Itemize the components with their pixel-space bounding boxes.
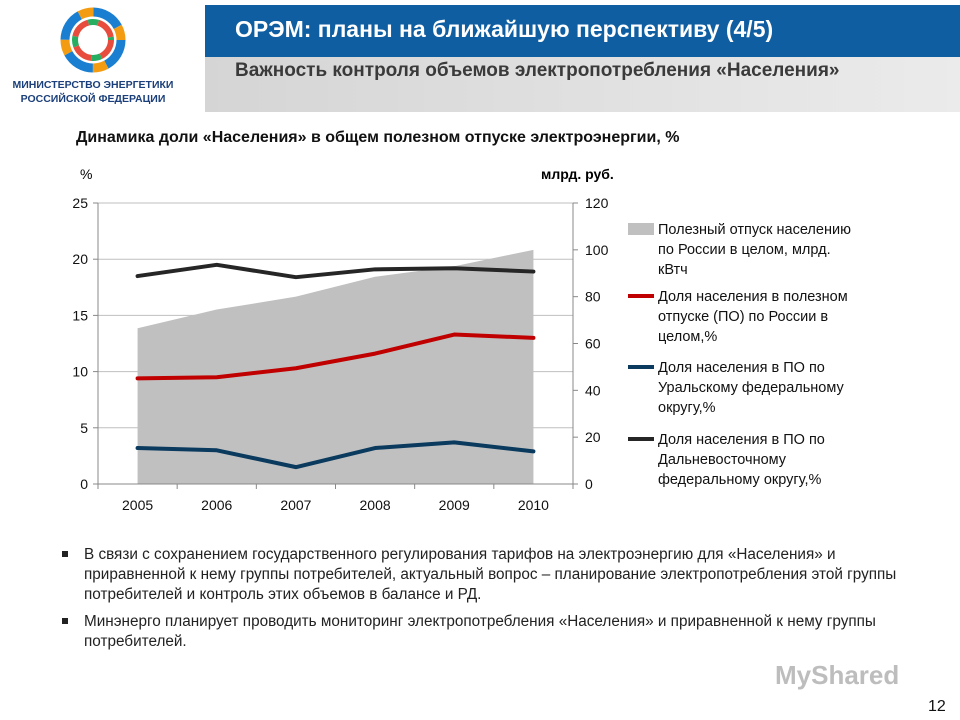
chart-legend: Полезный отпуск населению по России в цел… [628,222,851,488]
y-axis-right-label: млрд. руб. [541,166,614,182]
x-tick-label: 2010 [518,497,549,513]
x-tick-label: 2006 [201,497,232,513]
bullet-item: Минэнерго планирует проводить мониторинг… [62,612,902,652]
legend-text: целом,% [658,329,717,345]
x-tick-label: 2009 [439,497,470,513]
y-left-tick-label: 10 [72,364,88,380]
series-2-point [215,448,219,452]
y-left-tick-label: 15 [72,307,88,323]
legend-text: Доля населения в ПО по [658,360,825,376]
series-2-point [452,440,456,444]
line-chart: % млрд. руб. 0 5 10 15 20 25 0 20 40 60 80 100 120 20… [72,166,851,513]
ministry-name-line2: РОССИЙСКОЙ ФЕДЕРАЦИИ [21,92,166,105]
bullet-list: В связи с сохранением государственного р… [62,545,902,659]
series-3-point [215,263,219,267]
x-tick-label: 2005 [122,497,153,513]
x-tick-label: 2008 [360,497,391,513]
series-1-point [294,366,298,370]
area-series-useful-supply [137,249,534,484]
y-right-tick-label: 40 [585,382,601,398]
series-3-point [373,267,377,271]
ministry-name-line1: МИНИСТЕРСТВО ЭНЕРГЕТИКИ [13,79,174,91]
series-1-point [136,376,140,380]
y-left-tick-label: 0 [80,476,88,492]
plot-area: 0 5 10 15 20 25 0 20 40 60 80 100 120 2005 2006 2007 200… [72,195,608,513]
y-left-tick-label: 5 [80,420,88,436]
subtitle-bar: Важность контроля объемов электропотребл… [205,57,960,112]
legend-text: Доля населения в полезном [658,289,848,305]
legend-swatch-area [628,223,654,235]
y-axis-left-label: % [80,166,92,182]
page-title: ОРЭМ: планы на ближайшую перспективу (4/… [235,16,774,42]
y-right-tick-label: 80 [585,289,601,305]
legend-text: федеральному округу,% [658,472,822,488]
bullet-text: Минэнерго планирует проводить мониторинг… [84,613,876,650]
y-right-tick-label: 0 [585,476,593,492]
title-bar: ОРЭМ: планы на ближайшую перспективу (4/… [205,5,960,57]
series-2-point [373,446,377,450]
y-right-tick-label: 120 [585,195,609,211]
page-number: 12 [928,698,946,715]
series-2-point [294,465,298,469]
series-2-point [136,446,140,450]
legend-text: отпуске (ПО) по России в [658,309,828,325]
series-1-point [373,352,377,356]
series-line-3 [135,262,536,280]
series-3-point [136,274,140,278]
legend-text: Уральскому федеральному [658,380,844,396]
watermark: MyShared [775,660,900,690]
legend-text: Полезный отпуск населению [658,222,851,238]
series-3-point [452,266,456,270]
legend-text: кВтч [658,262,688,278]
y-right-tick-label: 60 [585,336,601,352]
series-1-point [452,333,456,337]
ministry-logo: МИНИСТЕРСТВО ЭНЕРГЕТИКИ РОССИЙСКОЙ ФЕДЕР… [13,7,174,105]
y-right-tick-label: 20 [585,429,601,445]
legend-text: по России в целом, млрд. [658,242,831,258]
x-tick-label: 2007 [280,497,311,513]
bullet-item: В связи с сохранением государственного р… [62,545,902,605]
y-left-tick-label: 25 [72,195,88,211]
legend-text: округу,% [658,400,716,416]
slide-header: МИНИСТЕРСТВО ЭНЕРГЕТИКИ РОССИЙСКОЙ ФЕДЕР… [0,0,960,112]
bullet-square-icon [62,618,68,624]
series-line-2 [135,440,536,470]
series-2-point [531,449,535,453]
series-line-1 [135,332,536,381]
series-1-point [531,336,535,340]
page-subtitle: Важность контроля объемов электропотребл… [235,60,840,81]
series-3-point [294,275,298,279]
series-3-point [531,270,535,274]
series-1-point [215,375,219,379]
y-left-tick-label: 20 [72,251,88,267]
legend-text: Дальневосточному [658,452,787,468]
legend-text: Доля населения в ПО по [658,432,825,448]
chart-title: Динамика доли «Населения» в общем полезн… [76,129,680,146]
bullet-square-icon [62,551,68,557]
y-right-tick-label: 100 [585,242,609,258]
bullet-text: В связи с сохранением государственного р… [84,546,897,603]
